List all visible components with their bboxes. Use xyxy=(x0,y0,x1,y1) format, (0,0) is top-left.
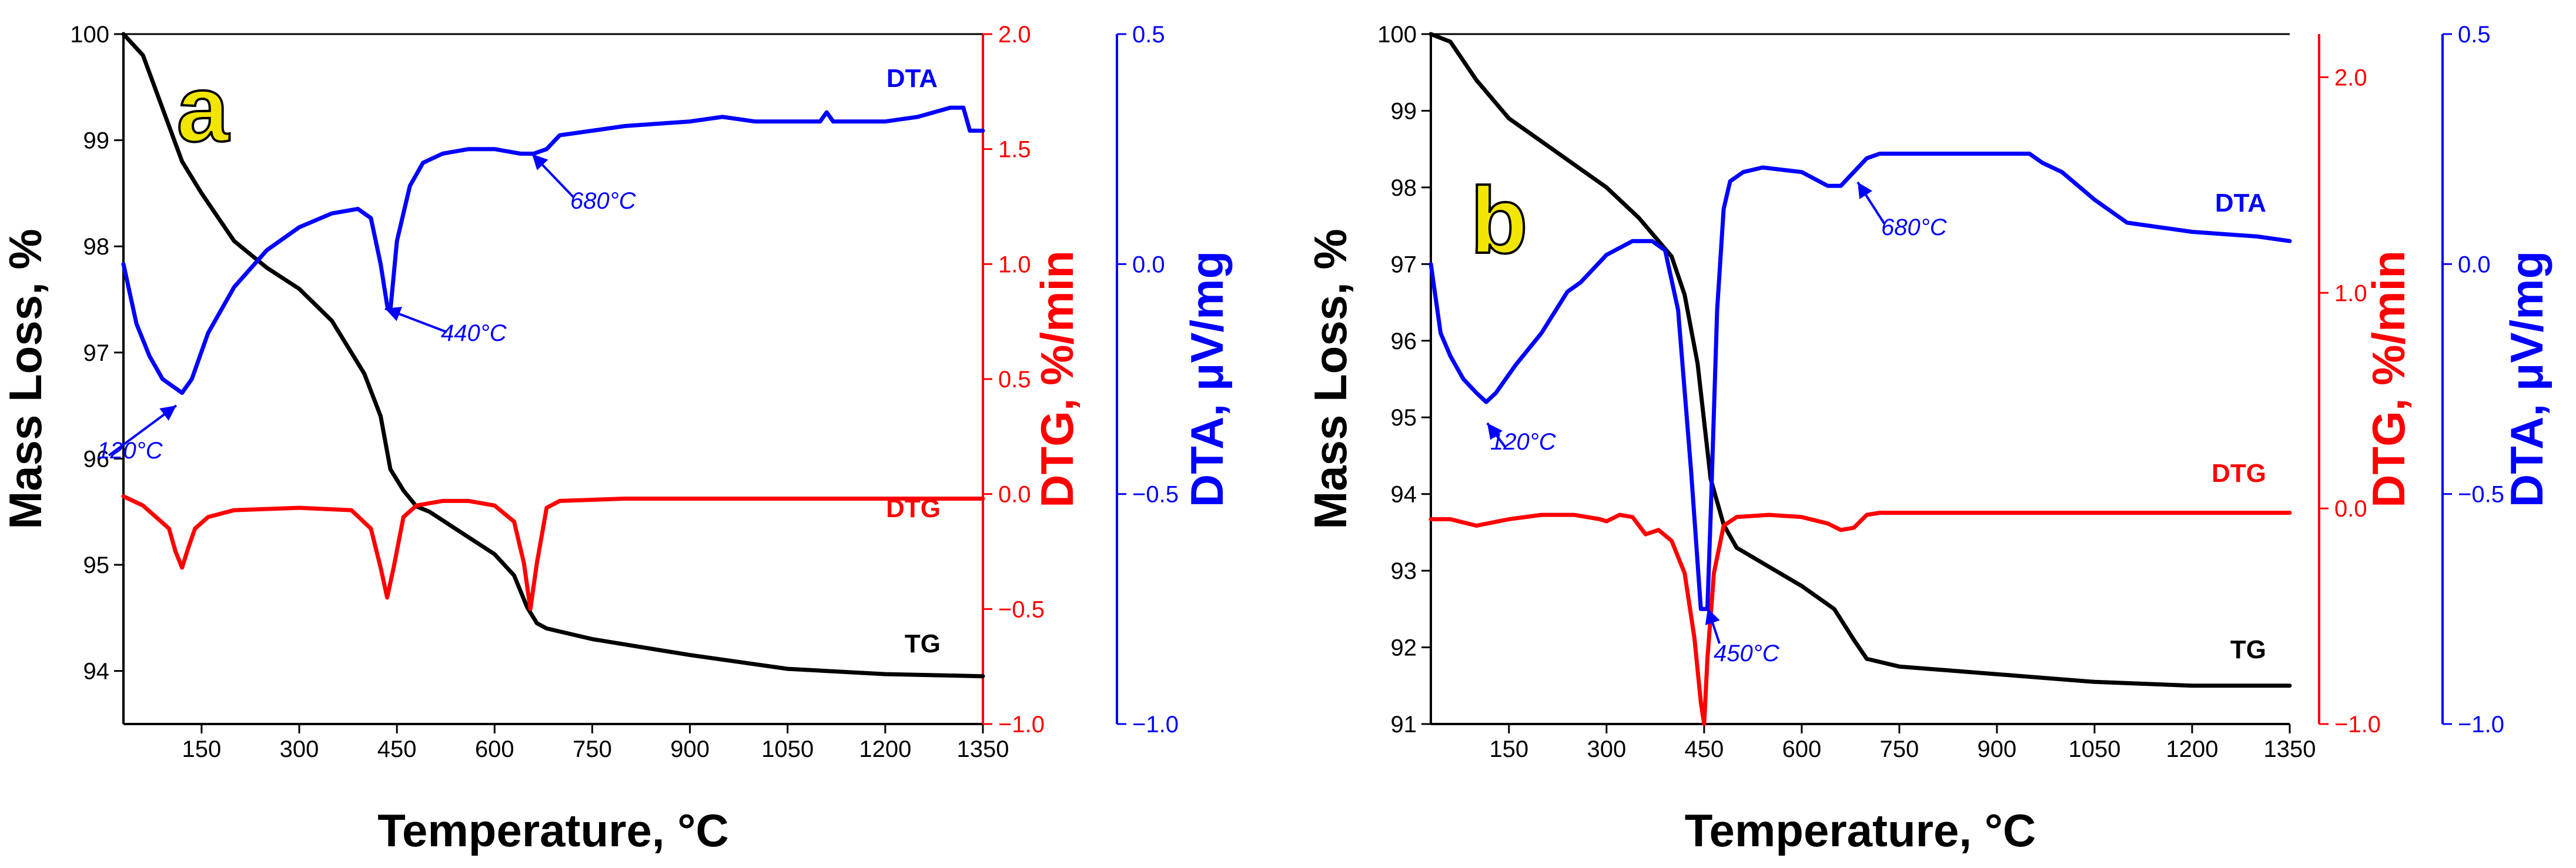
dta-tick-label: −0.5 xyxy=(2458,482,2504,508)
dtg-tick-label: −1.0 xyxy=(2334,712,2381,738)
tg-tick-label: 98 xyxy=(1391,175,1417,201)
tg-tick-label: 92 xyxy=(1391,635,1417,661)
x-tick-label: 600 xyxy=(475,736,514,762)
dta-y-axis-label: DTA, μV/mg xyxy=(1181,251,1233,507)
dtg-series-label: DTG xyxy=(886,494,941,523)
tg-curve xyxy=(1428,32,2292,688)
x-tick-label: 750 xyxy=(1880,736,1919,762)
x-tick-label: 900 xyxy=(1978,736,2017,762)
x-tick-label: 900 xyxy=(670,736,710,762)
tg-y-axis-label: Mass Loss, % xyxy=(0,229,51,529)
x-tick-label: 750 xyxy=(573,736,612,762)
tg-tick-label: 95 xyxy=(83,552,110,578)
annotation-arrow-head xyxy=(1705,608,1720,625)
dta-series-label: DTA xyxy=(886,64,938,93)
tg-series-label: TG xyxy=(905,629,941,658)
panel-letter: a xyxy=(177,56,230,161)
x-tick-label: 1200 xyxy=(859,736,911,762)
dta-tick-label: 0.5 xyxy=(1132,22,1165,48)
x-tick-label: 450 xyxy=(1684,736,1724,762)
tg-tick-label: 94 xyxy=(1391,482,1417,508)
dtg-curve xyxy=(121,494,985,611)
tg-series-label: TG xyxy=(2230,635,2266,664)
panel-letter: b xyxy=(1470,167,1528,273)
tg-tick-label: 99 xyxy=(1391,98,1417,124)
dta-tick-label: −1.0 xyxy=(2458,712,2504,738)
tg-tick-label: 93 xyxy=(1391,558,1417,584)
dta-y-axis-label: DTA, μV/mg xyxy=(2501,251,2552,507)
annotation-label: 450°C xyxy=(1714,641,1780,666)
annotation-arrow-head xyxy=(1858,182,1872,199)
x-tick-label: 1200 xyxy=(2166,736,2218,762)
tg-tick-label: 94 xyxy=(83,659,110,685)
dtg-series-label: DTG xyxy=(2212,459,2266,488)
chart-panel-a: 150 300 450 600 750 900 1050 1200 1350 94 95 96 97 98… xyxy=(0,22,1233,856)
annotation-arrow-head xyxy=(385,307,402,321)
dta-curve xyxy=(1428,152,2292,611)
x-tick-label: 1350 xyxy=(957,736,1009,762)
annotation-arrow-head xyxy=(1487,423,1503,440)
dtg-tick-label: 2.0 xyxy=(998,22,1031,48)
x-tick-label: 300 xyxy=(1587,736,1626,762)
dtg-tick-label: 0.0 xyxy=(998,482,1031,508)
dtg-tick-label: 1.5 xyxy=(998,137,1031,163)
tg-tick-label: 97 xyxy=(1391,252,1417,277)
annotation-arrow-head xyxy=(159,405,176,421)
dtg-tick-label: −1.0 xyxy=(998,712,1045,738)
annotation-label: 440°C xyxy=(441,320,507,346)
dtg-curve xyxy=(1428,511,2292,726)
dtg-tick-label: 2.0 xyxy=(2334,65,2367,91)
x-tick-label: 1050 xyxy=(761,736,814,762)
tg-curve xyxy=(121,32,985,679)
tg-tick-label: 95 xyxy=(1391,405,1417,431)
x-tick-label: 1350 xyxy=(2264,736,2316,762)
dta-tick-label: 0.5 xyxy=(2458,22,2491,48)
tg-tick-label: 96 xyxy=(1391,329,1417,354)
x-tick-label: 600 xyxy=(1782,736,1822,762)
dtg-tick-label: −0.5 xyxy=(998,596,1045,622)
annotation-label: 120°C xyxy=(97,438,163,464)
dta-curve xyxy=(121,105,985,395)
dta-tick-label: −0.5 xyxy=(1132,482,1179,508)
tg-tick-label: 91 xyxy=(1391,712,1417,738)
x-tick-label: 150 xyxy=(1489,736,1528,762)
dtg-y-axis-label: DTG, %/min xyxy=(2363,250,2414,508)
dtg-tick-label: 1.0 xyxy=(2334,280,2367,306)
dta-tick-label: 0.0 xyxy=(1132,252,1165,277)
dtg-y-axis-label: DTG, %/min xyxy=(1031,250,1083,508)
annotation-label: 680°C xyxy=(1881,215,1948,240)
tg-tick-label: 100 xyxy=(70,22,109,48)
annotation-label: 680°C xyxy=(570,188,637,214)
x-tick-label: 450 xyxy=(377,736,417,762)
dtg-tick-label: 1.0 xyxy=(998,252,1031,277)
tg-tick-label: 99 xyxy=(83,128,110,154)
dtg-tick-label: 0.5 xyxy=(998,367,1031,393)
tg-y-axis-label: Mass Loss, % xyxy=(1304,229,1356,529)
dta-tick-label: −1.0 xyxy=(1132,712,1179,738)
tg-tick-label: 98 xyxy=(83,234,110,260)
x-axis-label: Temperature, °C xyxy=(377,805,729,856)
tg-tick-label: 100 xyxy=(1377,22,1417,48)
x-axis-label: Temperature, °C xyxy=(1685,805,2036,856)
dtg-tick-label: 0.0 xyxy=(2334,496,2367,522)
x-tick-label: 150 xyxy=(182,736,222,762)
tg-tick-label: 96 xyxy=(83,446,110,472)
dta-series-label: DTA xyxy=(2215,189,2266,217)
dta-tick-label: 0.0 xyxy=(2458,252,2491,277)
annotation-arrow-head xyxy=(532,154,548,170)
x-tick-label: 1050 xyxy=(2068,736,2120,762)
tg-tick-label: 97 xyxy=(83,340,110,366)
chart-panel-b: 150 300 450 600 750 900 1050 1200 1350 91 92 93 94 95… xyxy=(1304,22,2552,856)
x-tick-label: 300 xyxy=(280,736,319,762)
annotation-label: 120°C xyxy=(1490,429,1557,455)
